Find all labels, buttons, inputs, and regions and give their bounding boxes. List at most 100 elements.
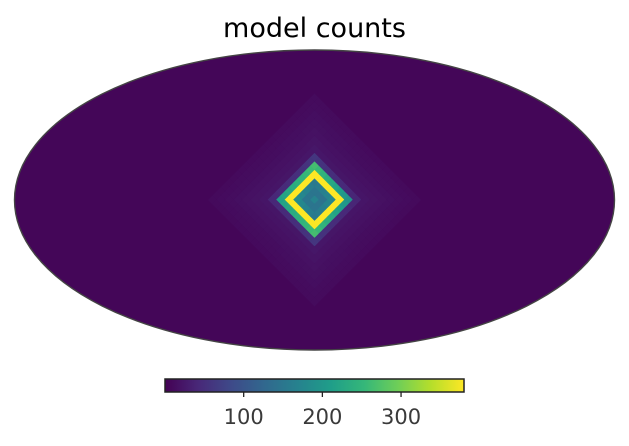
sky-pixel [309, 203, 320, 214]
sky-pixel [322, 191, 332, 201]
sky-pixel [365, 165, 375, 175]
sky-pixel [280, 165, 290, 175]
sky-pixel [326, 246, 337, 256]
sky-pixel [263, 182, 273, 192]
sky-pixel [288, 199, 298, 209]
sky-pixel [309, 93, 320, 103]
sky-pixel [284, 178, 294, 188]
sky-pixel [326, 127, 337, 137]
sky-pixel [275, 178, 286, 188]
sky-pixel [292, 110, 303, 120]
sky-pixel [258, 237, 269, 248]
sky-pixel [386, 186, 396, 197]
sky-pixel [331, 233, 341, 243]
sky-pixel [288, 191, 298, 201]
sky-pixel [309, 254, 320, 265]
sky-pixel [301, 135, 311, 146]
sky-pixel [284, 229, 294, 239]
sky-pixel [297, 140, 307, 150]
sky-pixel [356, 208, 366, 218]
sky-pixel [292, 229, 303, 239]
sky-pixel [339, 182, 349, 192]
sky-pixel [369, 237, 379, 248]
sky-pixel [314, 208, 324, 218]
sky-pixel [297, 216, 307, 226]
sky-pixel [280, 157, 290, 167]
sky-pixel [314, 267, 324, 277]
sky-pixel [263, 148, 273, 158]
sky-pixel [301, 203, 311, 214]
sky-pixel [373, 165, 383, 175]
sky-pixel [399, 208, 409, 218]
sky-pixel [339, 242, 349, 252]
sky-pixel [292, 186, 303, 197]
sky-pixel [339, 140, 349, 150]
sky-pixel [258, 220, 269, 231]
sky-pixel [348, 199, 358, 209]
sky-pixel [292, 144, 303, 154]
sky-pixel [403, 195, 413, 205]
sky-pixel [339, 225, 349, 235]
sky-pixel [335, 127, 345, 137]
sky-pixel [280, 123, 290, 133]
sky-pixel [305, 123, 315, 133]
sky-pixel [267, 254, 277, 265]
sky-pixel [275, 195, 286, 205]
sky-pixel [365, 174, 375, 184]
sky-pixel [258, 144, 269, 154]
sky-pixel [314, 250, 324, 260]
sky-pixel [288, 259, 298, 269]
sky-pixel [258, 229, 269, 239]
sky-pixel [335, 152, 345, 163]
sky-pixel [280, 267, 290, 277]
sky-pixel [314, 199, 324, 209]
map-boundary [13, 49, 616, 351]
sky-pixel [356, 191, 366, 201]
sky-pixel [263, 165, 273, 175]
sky-pixel [284, 144, 294, 154]
sky-pixel [394, 195, 405, 205]
sky-pixel [301, 280, 311, 290]
sky-pixel [343, 178, 354, 188]
sky-pixel [394, 203, 405, 214]
sky-pixel [335, 161, 345, 171]
sky-pixel [314, 242, 324, 252]
sky-pixel [335, 135, 345, 146]
sky-pixel [284, 237, 294, 248]
sky-pixel [335, 178, 345, 188]
sky-pixel [343, 263, 354, 273]
sky-pixel [352, 135, 362, 146]
sky-pixel [263, 174, 273, 184]
sky-pixel [318, 195, 328, 205]
sky-pixel [343, 246, 354, 256]
sky-pixel [301, 178, 311, 188]
sky-pixel [314, 216, 324, 226]
sky-pixel [284, 246, 294, 256]
sky-pixel [326, 169, 337, 180]
sky-pixel [271, 165, 281, 175]
sky-pixel [309, 127, 320, 137]
sky-pixel [305, 131, 315, 141]
sky-pixel [301, 237, 311, 248]
sky-pixel [288, 208, 298, 218]
sky-pixel [305, 165, 315, 175]
sky-pixel [292, 271, 303, 282]
sky-pixel [258, 195, 269, 205]
sky-pixel [280, 242, 290, 252]
sky-pixel [288, 182, 298, 192]
sky-pixel [322, 114, 332, 124]
sky-pixel [301, 161, 311, 171]
sky-pixel [331, 174, 341, 184]
sky-pixel [331, 157, 341, 167]
sky-pixel [365, 216, 375, 226]
sky-pixel [386, 203, 396, 214]
sky-pixel [335, 118, 345, 129]
sky-pixel [309, 135, 320, 146]
sky-pixel [343, 229, 354, 239]
sky-pixel [373, 199, 383, 209]
sky-pixel [258, 246, 269, 256]
sky-pixel [284, 203, 294, 214]
sky-pixel [348, 242, 358, 252]
sky-pixel [322, 284, 332, 294]
